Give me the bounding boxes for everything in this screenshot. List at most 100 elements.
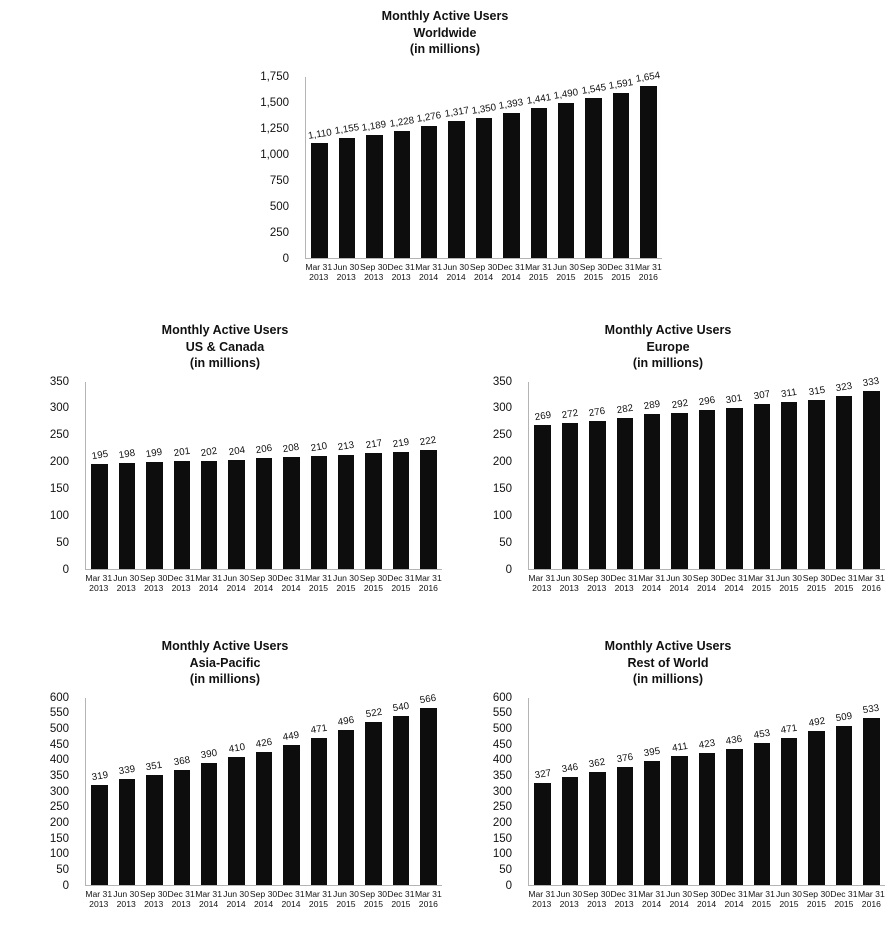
bar-value-label: 410 (227, 741, 246, 755)
x-tick-label: Dec 31 2014 (497, 261, 525, 283)
bar (534, 424, 551, 569)
bar (338, 138, 356, 258)
bar (311, 142, 328, 258)
bar-slot: 496 (333, 698, 360, 885)
chart-subtitle-line: Asia-Pacific (189, 655, 261, 670)
bar (781, 737, 798, 885)
chart-title-block: Monthly Active Users Asia-Pacific (in mi… (8, 638, 442, 688)
y-tick-label: 1,500 (260, 96, 289, 109)
bar-value-label: 471 (780, 722, 799, 736)
x-tick-label: Mar 31 2015 (525, 261, 552, 283)
bar-slot: 1,654 (635, 71, 662, 258)
x-tick-label: Jun 30 2014 (443, 261, 469, 283)
bar-value-label: 210 (309, 441, 328, 455)
bar-value-label: 471 (309, 722, 328, 736)
bar-slot: 301 (721, 382, 748, 569)
bar-value-label: 315 (807, 384, 826, 399)
x-tick-label: Mar 31 2016 (414, 572, 442, 594)
bar (753, 404, 771, 569)
bar-slot: 362 (584, 698, 611, 885)
bar-value-label: 307 (752, 389, 771, 403)
y-tick-label: 0 (505, 563, 512, 576)
bar (310, 456, 328, 569)
chart-units-line: (in millions) (189, 356, 261, 370)
y-tick-label: 750 (269, 174, 289, 187)
bar (835, 395, 853, 569)
bar-value-label: 1,591 (608, 77, 634, 92)
bar-value-label: 272 (561, 407, 580, 422)
bar (118, 462, 136, 569)
bar-slot: 423 (693, 698, 720, 885)
bar-value-label: 202 (200, 445, 219, 459)
bar-value-label: 198 (118, 447, 137, 461)
x-tick-label: Mar 31 2014 (195, 888, 222, 910)
bar-slot: 1,276 (416, 77, 443, 258)
y-tick-label: 150 (492, 832, 512, 845)
bar (753, 743, 771, 885)
x-tick-label: Mar 31 2016 (414, 888, 442, 910)
bar-slot: 201 (168, 382, 195, 569)
bar (585, 97, 602, 258)
x-tick-label: Jun 30 2014 (223, 572, 249, 594)
bar-slot: 315 (803, 382, 830, 569)
x-tick-label: Dec 31 2013 (167, 888, 195, 910)
bar-slot: 1,393 (498, 77, 525, 258)
bar (835, 725, 853, 885)
x-tick-label: Dec 31 2014 (720, 888, 748, 910)
bar-slot: 319 (86, 698, 113, 885)
x-tick-label: Dec 31 2015 (387, 572, 415, 594)
bar-slot: 276 (584, 382, 611, 569)
bar-slot: 1,350 (470, 77, 497, 258)
bar-value-label: 282 (615, 402, 634, 417)
chart-body: 0 50 100 150 200 250 300 350 400 450 500 550 600 327… (451, 692, 885, 892)
bar-value-label: 1,350 (471, 102, 498, 117)
bar-value-label: 195 (90, 449, 109, 463)
bar-slot: 522 (360, 698, 387, 885)
bar (393, 130, 411, 258)
bar (561, 776, 579, 885)
bar-slot: 509 (830, 698, 857, 885)
chart-title-line: Monthly Active Users (161, 639, 289, 653)
x-tick-label: Dec 31 2013 (610, 888, 638, 910)
x-tick-label: Mar 31 2016 (857, 572, 885, 594)
bar-slot: 195 (86, 382, 113, 569)
bar-slot: 198 (113, 382, 140, 569)
bar-value-label: 1,110 (307, 126, 333, 142)
bar-value-label: 351 (145, 759, 164, 774)
y-tick-label: 500 (49, 722, 69, 735)
bar (558, 103, 575, 258)
bar (338, 454, 355, 569)
bar (530, 108, 548, 258)
x-tick-label: Mar 31 2013 (528, 888, 556, 910)
x-tick-label: Mar 31 2014 (195, 572, 222, 594)
x-tick-label: Dec 31 2013 (167, 572, 195, 594)
chart-title-line: Monthly Active Users (604, 639, 732, 653)
bar-slot: 410 (223, 698, 250, 885)
y-tick-label: 350 (492, 375, 512, 388)
bar-value-label: 296 (698, 395, 716, 409)
x-tick-label: Mar 31 2013 (85, 888, 113, 910)
bar-slot: 1,155 (333, 77, 360, 258)
y-tick-label: 250 (269, 226, 289, 239)
chart-title-line: Monthly Active Users (381, 9, 509, 23)
chart-title-line: Monthly Active Users (604, 323, 732, 337)
bar-slot: 333 (858, 375, 885, 569)
bar (420, 449, 437, 569)
x-axis: Mar 31 2013 Jun 30 2013 Sep 30 2013 Dec 31 2013… (305, 262, 662, 283)
bar (589, 771, 606, 885)
y-tick-label: 300 (49, 785, 69, 798)
x-tick-label: Jun 30 2013 (113, 888, 140, 910)
bar-value-label: 449 (282, 729, 301, 743)
y-tick-label: 200 (49, 816, 69, 829)
y-tick-label: 300 (492, 785, 512, 798)
x-tick-label: Sep 30 2015 (359, 572, 388, 594)
chart-body: 0 50 100 150 200 250 300 350 195 198 199 201 202 204… (8, 376, 442, 576)
bar (589, 421, 606, 569)
y-axis: 0 50 100 150 200 250 300 350 (451, 376, 528, 576)
x-tick-label: Dec 31 2015 (387, 888, 415, 910)
chart-europe: Monthly Active Users Europe (in millions… (451, 322, 885, 594)
bar-slot: 411 (666, 698, 693, 885)
bar (392, 451, 410, 569)
bar-slot: 208 (278, 382, 305, 569)
y-tick-label: 50 (499, 536, 512, 549)
